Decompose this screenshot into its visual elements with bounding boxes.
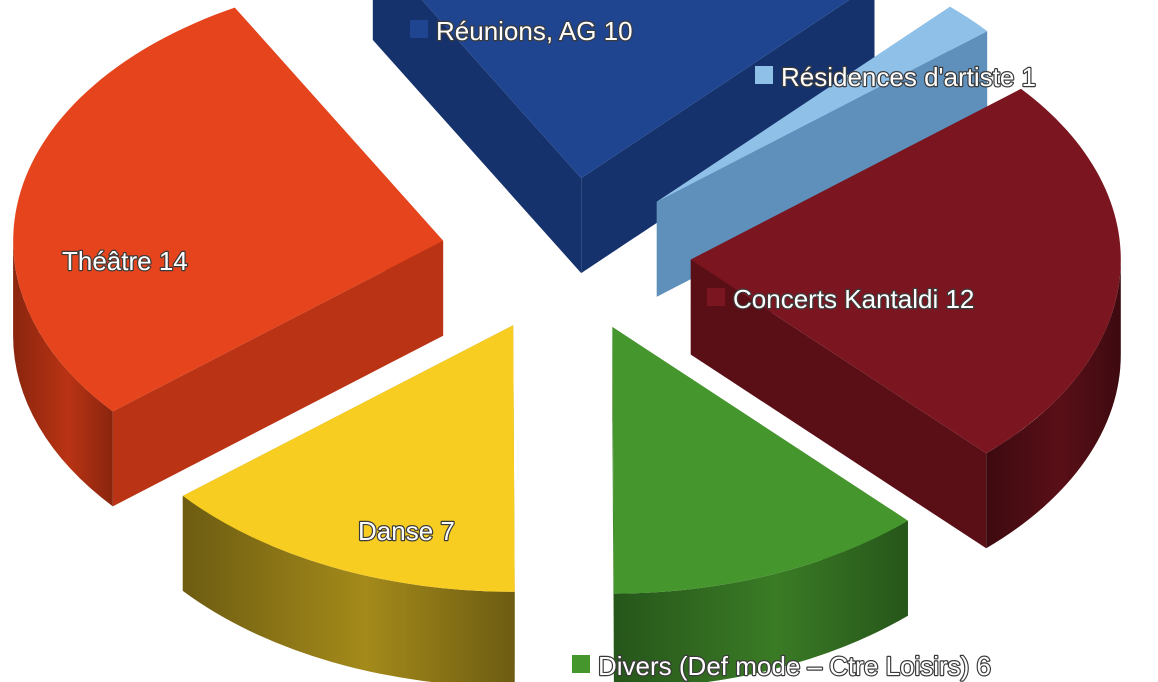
data-label-group-1: Résidences d'artiste 1 <box>755 61 1037 93</box>
label-marker-4 <box>332 520 350 538</box>
label-marker-3 <box>572 655 590 673</box>
slice-label-layer: Réunions, AG 10 Résidences d'artiste 1 Con… <box>36 15 1037 682</box>
slice-rim-3-1 <box>613 520 908 682</box>
data-label-group-0: Réunions, AG 10 <box>410 15 634 47</box>
label-marker-0 <box>410 20 428 38</box>
data-label-group-4: Danse 7 <box>332 515 456 547</box>
slice-rim-4-1 <box>182 495 515 682</box>
data-label-group-3: Divers (Def mode – Ctre Loisirs) 6 <box>572 650 992 682</box>
data-label-group-5: Théâtre 14 <box>36 245 189 277</box>
label-marker-1 <box>755 66 773 84</box>
slice-th-tre <box>13 7 444 412</box>
slice-r-unions-ag <box>422 0 850 179</box>
slice-wall-5-1 <box>112 240 444 507</box>
label-marker-2 <box>707 288 725 306</box>
slice-r-sidences-d-artiste <box>656 6 988 202</box>
data-label-4: Danse 7 <box>358 516 455 546</box>
data-label-5: Théâtre 14 <box>62 246 188 276</box>
slice-top-layer <box>13 0 1121 594</box>
slice-depth-0 <box>372 0 875 274</box>
slice-divers-def-mode-ctre-loisirs <box>612 327 908 594</box>
data-label-2: Concerts Kantaldi 12 <box>733 284 974 314</box>
data-label-1: Résidences d'artiste 1 <box>781 62 1036 92</box>
data-label-3: Divers (Def mode – Ctre Loisirs) 6 <box>598 651 991 681</box>
slice-wall-2-0 <box>690 259 987 549</box>
slice-danse <box>182 325 515 592</box>
data-label-0: Réunions, AG 10 <box>436 16 633 46</box>
label-marker-5 <box>36 250 54 268</box>
slice-rim-5-1 <box>13 240 113 507</box>
slice-rim-2-1 <box>986 259 1121 549</box>
slice-concerts-kantaldi <box>690 88 1121 454</box>
slice-wall-0-1 <box>372 0 582 274</box>
data-label-group-2: Concerts Kantaldi 12 <box>707 283 976 315</box>
slice-wall-0-0 <box>581 0 875 274</box>
